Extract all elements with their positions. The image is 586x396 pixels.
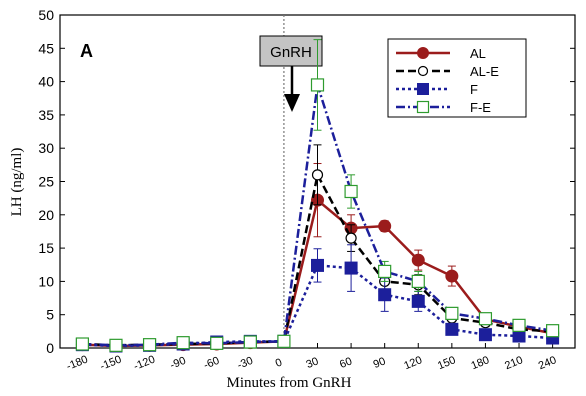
legend-item: F-E	[396, 100, 491, 115]
y-axis: 0 5 10 15 20 25 30 35 40 45 50	[38, 7, 575, 356]
y-tick-label: 25	[38, 174, 54, 190]
y-tick-label: 15	[38, 240, 54, 256]
data-point	[411, 253, 425, 267]
gnrh-annotation: GnRH	[259, 15, 323, 348]
legend-item: AL	[396, 46, 486, 61]
data-point	[378, 219, 392, 233]
data-point	[344, 261, 358, 275]
y-tick-label: 50	[38, 7, 54, 23]
series-f-e	[75, 39, 560, 352]
data-point	[445, 269, 459, 283]
y-tick-label: 35	[38, 107, 54, 123]
data-point	[416, 100, 430, 114]
y-tick-label: 40	[38, 74, 54, 90]
data-point	[109, 338, 123, 352]
gnrh-box	[259, 35, 323, 67]
y-tick-label: 5	[46, 307, 54, 323]
x-tick-label: -30	[236, 355, 255, 372]
y-tick-label: 20	[38, 207, 54, 223]
gnrh-box-label: GnRH	[270, 44, 312, 61]
x-tick-label: 60	[338, 355, 354, 371]
x-axis-label: Minutes from GnRH	[227, 375, 352, 391]
data-point	[378, 288, 392, 302]
data-point	[344, 184, 358, 199]
data-point	[311, 258, 324, 272]
data-point	[277, 334, 291, 348]
x-tick-label: 0	[274, 357, 284, 370]
x-tick-label: 90	[372, 355, 388, 371]
panel-label: A	[80, 41, 93, 61]
data-point	[417, 47, 429, 59]
data-point	[478, 328, 492, 342]
legend-label: AL-E	[470, 64, 499, 79]
series-layer	[75, 39, 560, 353]
data-point	[445, 322, 459, 336]
data-point	[210, 336, 224, 350]
legend-box	[387, 38, 527, 118]
data-point	[417, 65, 429, 77]
y-axis-label: LH (ng/ml)	[9, 148, 25, 217]
x-tick-label: -60	[202, 355, 221, 372]
gnrh-arrow-head	[284, 94, 300, 112]
y-tick-label: 30	[38, 140, 54, 156]
data-point	[546, 324, 560, 338]
data-point	[243, 335, 257, 349]
x-axis: -180 -150 -120 -90 -60 -30 0 30 60 90 120 150 180 210…	[65, 343, 558, 373]
data-point	[75, 337, 89, 351]
data-point	[478, 312, 493, 326]
x-tick-label: 30	[304, 355, 320, 371]
data-point	[378, 264, 392, 279]
legend-label: F	[470, 82, 478, 97]
y-tick-label: 0	[46, 340, 54, 356]
legend-label: AL	[470, 46, 486, 61]
legend: AL AL-E F F-E	[387, 38, 527, 118]
data-point	[310, 78, 325, 92]
data-point	[142, 338, 157, 352]
data-point	[345, 232, 357, 244]
data-point	[417, 83, 429, 95]
legend-item: F	[396, 82, 478, 97]
data-point	[411, 274, 425, 288]
legend-item: AL-E	[396, 64, 499, 79]
data-point	[411, 294, 425, 308]
legend-label: F-E	[470, 100, 491, 115]
data-point	[311, 169, 324, 181]
data-point	[176, 336, 190, 350]
y-tick-label: 45	[38, 40, 54, 56]
x-tick-label: -90	[168, 355, 187, 372]
data-point	[445, 306, 459, 320]
data-point	[512, 318, 526, 332]
y-tick-label: 10	[38, 273, 54, 289]
